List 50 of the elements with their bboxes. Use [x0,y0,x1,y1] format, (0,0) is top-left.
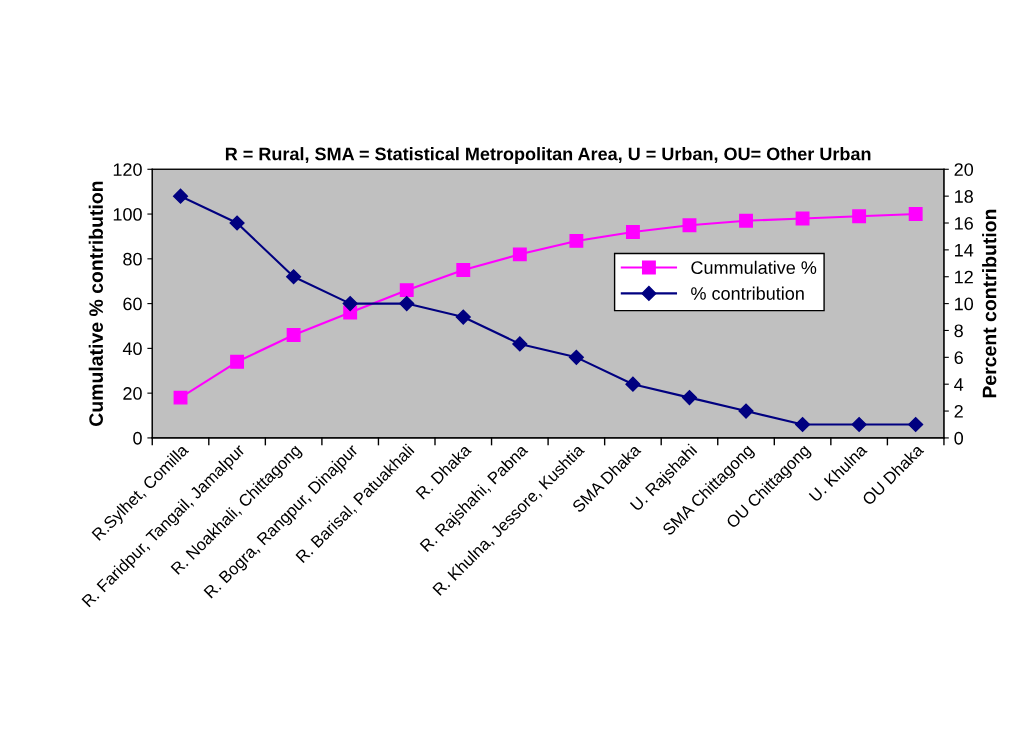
point [512,336,528,352]
point [286,269,302,285]
y-tick-label: 0 [133,431,142,445]
point [286,327,301,342]
point [512,247,527,262]
point [342,296,358,312]
point [908,416,924,433]
point [852,209,867,224]
legend-label: Cummulative % [691,260,817,275]
text: R = Rural, SMA = Statistical Metropolitan Area, U = Urban, OU= Other Urban [225,147,871,164]
y-axis-title: Cumulative % contribution [88,181,104,426]
point [399,283,414,298]
point [625,376,641,392]
point [795,211,810,226]
y-tick-label: 40 [122,342,142,356]
y-tick-label: 100 [113,207,142,221]
y2-tick-label: 6 [954,351,963,365]
point [738,403,754,419]
point [739,213,753,228]
point [230,354,245,369]
point [795,416,811,433]
y2-tick-label: 2 [954,404,963,418]
point [851,416,867,433]
y-tick-label: 60 [123,297,142,311]
y-tick-label: 80 [123,252,142,266]
y2-tick-label: 18 [955,190,973,203]
y2-tick-label: 14 [955,243,974,257]
y2-tick-label: 8 [954,324,963,338]
y2-tick-label: 10 [955,297,974,311]
legend-label: % contribution [691,286,804,300]
y2-tick-label: 16 [955,216,973,230]
y2-axis-title: Percent contribution [982,209,997,398]
y-tick-label: 120 [113,163,142,176]
y2-tick-label: 20 [954,163,974,176]
y2-tick-label: 12 [955,270,973,284]
y2-tick-label: 0 [954,431,964,445]
point [172,188,189,204]
point [908,207,923,221]
point [569,233,584,248]
point [399,296,415,312]
y2-tick-label: 4 [954,378,964,391]
point [625,225,640,239]
point [173,390,188,405]
point [229,215,245,231]
point [456,263,471,277]
y-tick-label: 20 [123,387,142,400]
point [455,309,471,325]
point [568,349,584,365]
point [682,218,697,233]
point [681,390,698,406]
